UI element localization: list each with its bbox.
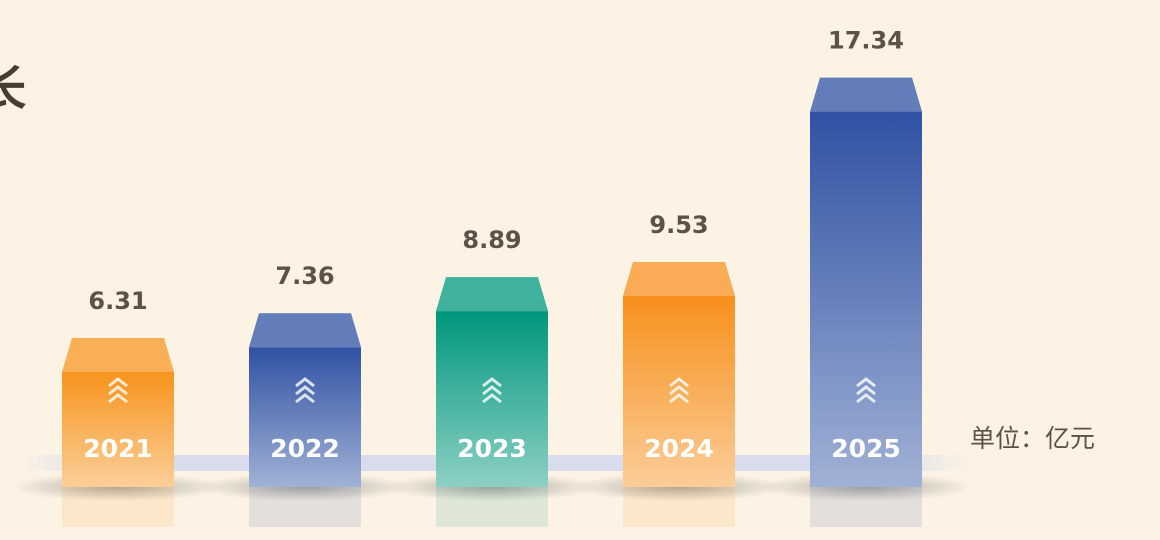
x-tick-label: 2022 (270, 434, 340, 463)
bar-reflection (810, 487, 922, 527)
chevron-icon (295, 393, 315, 404)
value-label: 7.36 (275, 262, 334, 290)
bar (623, 261, 735, 487)
chevron-icon (669, 377, 689, 388)
x-tick-label: 2025 (831, 434, 901, 463)
chevron-icon (856, 393, 876, 404)
value-label: 6.31 (88, 287, 147, 315)
unit-label: 单位：亿元 (970, 424, 1095, 453)
bar (62, 338, 174, 487)
chevron-icon (482, 385, 502, 396)
chevron-icon (108, 385, 128, 396)
bar-reflection (623, 487, 735, 527)
x-tick-label: 2023 (457, 434, 527, 463)
chevron-icon (856, 377, 876, 388)
x-tick-label: 2021 (83, 434, 153, 463)
bar-reflection (436, 487, 548, 527)
chevron-icon (108, 393, 128, 404)
chart-title: 长 (0, 61, 26, 117)
bar (436, 277, 548, 487)
value-label: 17.34 (828, 27, 904, 55)
chevron-icon (482, 393, 502, 404)
value-label: 8.89 (462, 226, 521, 254)
chevron-icon (482, 377, 502, 388)
chevron-icon (108, 377, 128, 388)
bar (249, 313, 361, 487)
chevron-icon (669, 393, 689, 404)
bar (810, 77, 922, 487)
bar-reflection (62, 487, 174, 527)
value-label: 9.53 (649, 211, 708, 239)
chevron-icon (669, 385, 689, 396)
chevron-icon (295, 385, 315, 396)
x-tick-label: 2024 (644, 434, 714, 463)
bar-reflection (249, 487, 361, 527)
chevron-icon (295, 377, 315, 388)
chevron-icon (856, 385, 876, 396)
